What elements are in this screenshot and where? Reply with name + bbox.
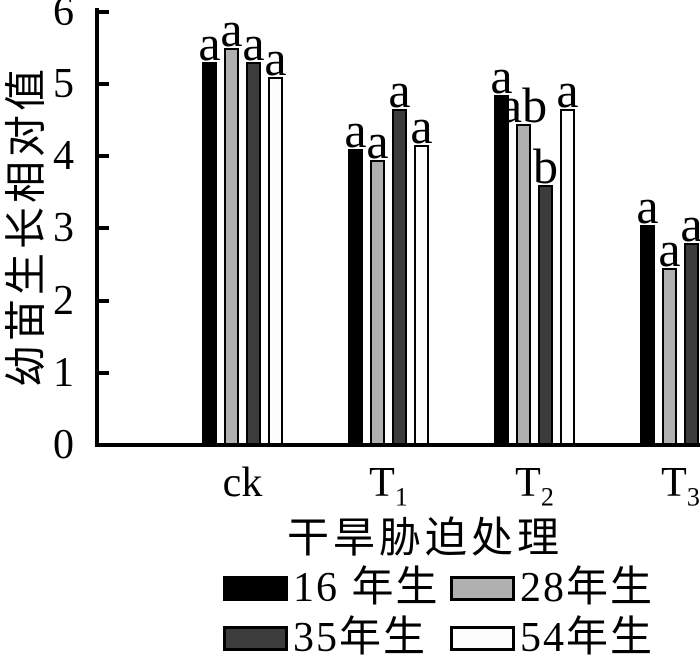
legend-label-0: 16 年生 xyxy=(293,565,440,611)
x-tick-label-base: T xyxy=(515,460,541,506)
x-axis-line xyxy=(95,443,700,447)
x-tick-label-subscript: 2 xyxy=(540,482,554,512)
legend-item-3: 54年生 xyxy=(450,616,654,658)
y-tick-label: 6 xyxy=(53,0,74,35)
y-tick-label: 3 xyxy=(53,205,74,252)
legend-label-2: 35年生 xyxy=(293,615,428,658)
bar-s0-c2 xyxy=(494,94,509,445)
bar-sig-label-s0-c1: a xyxy=(344,101,367,158)
bar-sig-label-s2-c1: a xyxy=(388,62,411,119)
legend-item-1: 28年生 xyxy=(450,566,654,610)
bar-s1-c0 xyxy=(224,47,239,445)
x-tick-label-0: ck xyxy=(223,460,263,506)
y-tick-label: 0 xyxy=(53,422,74,468)
bar-sig-label-s3-c1: a xyxy=(410,98,433,155)
legend-label-3: 54年生 xyxy=(520,615,655,658)
bar-s1-c3 xyxy=(662,268,677,445)
bar-sig-label-s0-c2: a xyxy=(490,47,513,104)
bar-sig-label-s0-c0: a xyxy=(198,15,221,72)
bar-s3-c0 xyxy=(268,76,283,445)
legend-swatch-0 xyxy=(223,575,288,601)
bar-sig-label-s1-c1: a xyxy=(366,112,389,169)
x-tick-label-base: T xyxy=(369,460,395,506)
x-tick-label-3: T3 xyxy=(661,460,700,510)
legend-swatch-2 xyxy=(223,625,288,651)
x-tick-label-base: T xyxy=(661,460,687,506)
y-tick-label: 2 xyxy=(53,277,74,324)
y-tick-mark xyxy=(99,370,109,375)
x-tick-label-1: T1 xyxy=(369,460,408,510)
y-axis-line xyxy=(95,8,99,447)
y-tick-mark xyxy=(99,298,109,303)
bar-sig-label-s2-c3: a xyxy=(680,195,700,252)
y-tick-label: 1 xyxy=(53,349,74,396)
y-tick-mark xyxy=(99,226,109,231)
bar-s0-c0 xyxy=(202,62,217,445)
bar-s2-c3 xyxy=(684,242,699,445)
bar-sig-label-s3-c2: a xyxy=(556,62,579,119)
x-tick-label-2: T2 xyxy=(515,460,554,510)
bar-s2-c0 xyxy=(246,62,261,445)
bar-s1-c1 xyxy=(370,159,385,445)
bar-s3-c1 xyxy=(414,145,429,445)
y-tick-label: 4 xyxy=(53,133,74,180)
y-tick-mark xyxy=(99,82,109,86)
bar-sig-label-s0-c3: a xyxy=(636,177,659,234)
legend-swatch-3 xyxy=(450,625,515,651)
x-tick-label-subscript: 1 xyxy=(394,482,408,512)
x-tick-label-subscript: 3 xyxy=(686,482,700,512)
bar-s0-c3 xyxy=(640,224,655,445)
bar-sig-label-s2-c0: a xyxy=(242,15,265,72)
bar-sig-label-s3-c0: a xyxy=(264,29,287,86)
y-tick-mark xyxy=(99,154,109,159)
x-tick-label-base: ck xyxy=(222,460,263,506)
y-tick-mark xyxy=(99,9,109,14)
bar-s2-c2 xyxy=(538,185,553,445)
bar-s1-c2 xyxy=(516,123,531,445)
bar-sig-label-s1-c0: a xyxy=(220,0,243,57)
legend-label-1: 28年生 xyxy=(520,565,655,611)
legend-item-2: 35年生 xyxy=(223,616,427,658)
x-axis-title: 干旱胁迫处理 xyxy=(286,516,564,562)
legend-swatch-1 xyxy=(450,575,515,601)
y-tick-label: 5 xyxy=(53,61,74,107)
bar-s0-c1 xyxy=(348,148,363,445)
legend-item-0: 16 年生 xyxy=(223,566,440,610)
bar-s2-c1 xyxy=(392,109,407,445)
bar-sig-label-s1-c2: ab xyxy=(499,76,548,133)
bar-sig-label-s2-c2: b xyxy=(533,138,558,195)
bar-sig-label-s1-c3: a xyxy=(658,221,681,278)
bar-s3-c2 xyxy=(560,109,575,445)
